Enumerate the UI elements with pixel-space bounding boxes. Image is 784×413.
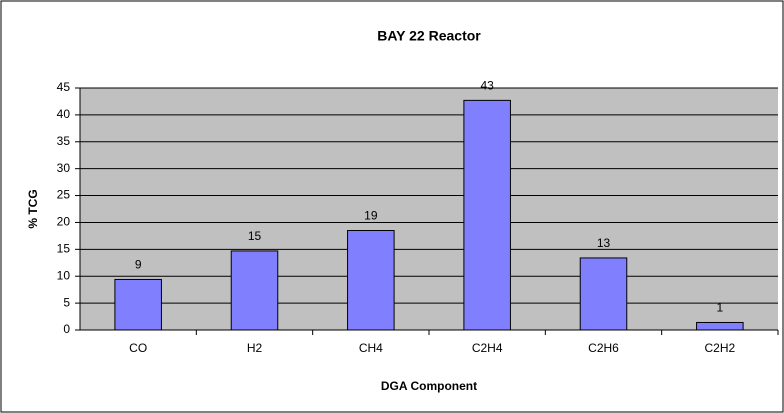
bar (463, 99, 511, 331)
y-tick-label: 5 (63, 295, 70, 309)
bar (696, 321, 744, 331)
x-axis-label: DGA Component (381, 379, 477, 393)
y-tick-label: 25 (57, 188, 71, 202)
bar (114, 278, 162, 331)
y-tick-label: 35 (57, 134, 71, 148)
y-tick-label: 45 (57, 80, 71, 94)
data-label: 15 (248, 229, 262, 243)
y-tick-label: 30 (57, 161, 71, 175)
plot-area (80, 88, 778, 330)
bar (579, 257, 628, 331)
bar (230, 250, 279, 331)
data-label: 19 (364, 209, 378, 223)
data-label: 43 (480, 79, 494, 93)
x-tick-label: C2H2 (704, 341, 735, 355)
x-tick-label: C2H4 (472, 341, 503, 355)
x-tick-label: C2H6 (588, 341, 619, 355)
x-tick-label: CH4 (359, 341, 383, 355)
bar (347, 230, 395, 331)
data-label: 1 (716, 301, 723, 315)
y-tick-label: 40 (57, 107, 71, 121)
chart-title: BAY 22 Reactor (377, 28, 481, 44)
x-tick-label: CO (129, 341, 147, 355)
y-tick-label: 10 (57, 268, 71, 282)
data-label: 9 (135, 258, 142, 272)
data-label: 13 (597, 236, 611, 250)
y-tick-label: 15 (57, 242, 71, 256)
y-tick-label: 0 (63, 322, 70, 336)
y-axis-label: % TCG (26, 189, 40, 228)
x-tick-label: H2 (247, 341, 263, 355)
y-tick-label: 20 (57, 215, 71, 229)
